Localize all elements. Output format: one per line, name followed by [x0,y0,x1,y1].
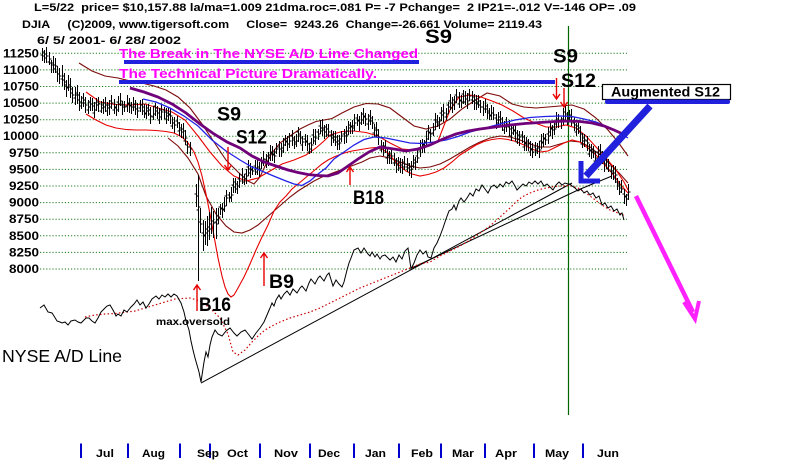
svg-text:S12: S12 [561,71,596,92]
svg-text:S12: S12 [236,128,267,149]
svg-text:9250: 9250 [9,181,39,193]
svg-text:9000: 9000 [9,198,39,210]
svg-text:S9: S9 [217,105,241,126]
svg-text:Sep: Sep [197,448,219,460]
svg-text:Dec: Dec [318,448,340,460]
svg-text:9750: 9750 [9,148,39,160]
svg-text:DJIA (C)2009, www.tigersof: DJIA (C)2009, www.tigersoft.com Close= 9… [22,19,542,31]
svg-text:11000: 11000 [3,65,39,77]
svg-text:Jan: Jan [365,448,386,460]
svg-text:L=5/22 price= $10,157.88 la/: L=5/22 price= $10,157.88 la/ma=1.009 21d… [34,2,636,14]
svg-text:10750: 10750 [3,82,39,94]
svg-text:S9: S9 [553,47,578,68]
svg-text:B9: B9 [269,272,294,293]
svg-text:9500: 9500 [9,164,39,176]
svg-text:10500: 10500 [3,98,39,110]
svg-text:Nov: Nov [274,448,299,460]
svg-text:Jul: Jul [96,448,114,460]
svg-text:Aug: Aug [142,448,165,460]
svg-text:10000: 10000 [3,131,39,143]
svg-text:8250: 8250 [9,247,39,259]
svg-text:Feb: Feb [411,448,433,460]
svg-text:May: May [545,448,570,460]
svg-text:6/ 5/ 2001- 6/ 28/ 2002: 6/ 5/ 2001- 6/ 28/ 2002 [37,35,181,47]
svg-text:Oct: Oct [227,448,248,460]
svg-text:11250: 11250 [3,48,39,60]
svg-text:8000: 8000 [9,264,39,276]
svg-text:The Technical Picture Dramatic: The Technical Picture Dramatically. [119,67,377,81]
svg-text:B18: B18 [353,188,384,209]
svg-text:Jun: Jun [597,448,619,460]
svg-text:10250: 10250 [3,115,39,127]
svg-text:Mar: Mar [452,448,475,460]
svg-text:NYSE A/D Line: NYSE A/D Line [2,346,122,366]
svg-text:The Break in The NYSE A/D Line: The Break in The NYSE A/D Line Changed [119,47,418,61]
svg-text:S9: S9 [425,27,452,48]
svg-text:max.oversold: max.oversold [156,316,230,328]
svg-text:B16: B16 [199,295,231,316]
svg-text:8500: 8500 [9,231,39,243]
svg-text:8750: 8750 [9,214,39,226]
svg-text:Augmented S12: Augmented S12 [611,85,720,100]
svg-text:Apr: Apr [495,448,518,460]
